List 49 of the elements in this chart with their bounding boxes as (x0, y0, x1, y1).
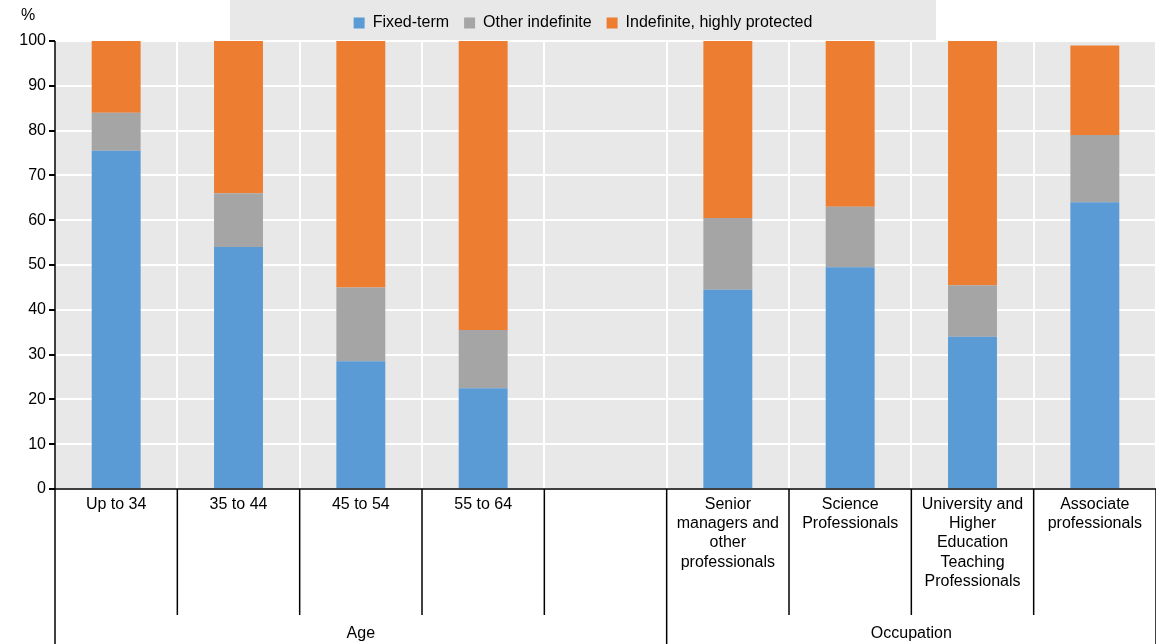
y-tick-label: 40 (28, 300, 47, 318)
bar (703, 41, 753, 218)
y-tick-label: 20 (28, 389, 47, 407)
y-tick-label: 60 (28, 210, 47, 228)
bar (825, 41, 875, 207)
bar (948, 336, 997, 488)
bar (1070, 202, 1120, 488)
y-tick-label: 90 (28, 76, 47, 94)
x-tick-label: 35 to 44 (209, 495, 268, 513)
x-tick-label: 45 to 54 (331, 495, 390, 513)
bar (948, 41, 997, 286)
text: Age (346, 624, 376, 642)
y-tick-label: 50 (28, 255, 47, 273)
legend-label: Other indefinite (483, 13, 592, 31)
bar (91, 112, 141, 151)
bar (336, 287, 386, 362)
x-tick-label: Senior managers and other professionals (676, 495, 779, 570)
bar (458, 329, 508, 389)
bar (458, 41, 508, 330)
y-tick-label: 30 (28, 345, 47, 363)
y-axis-title: % (20, 6, 36, 24)
y-tick-label: 100 (19, 31, 47, 49)
bar (91, 150, 141, 488)
x-tick-label: Up to 34 (85, 495, 147, 513)
legend-label: Fixed-term (372, 13, 450, 31)
text: Occupation (870, 624, 952, 642)
legend-label: Indefinite, highly protected (625, 13, 813, 31)
bar (336, 41, 386, 288)
y-tick-label: 0 (37, 479, 47, 497)
y-tick-label: 70 (28, 165, 47, 183)
bar (458, 388, 508, 488)
bar (214, 247, 263, 488)
y-tick-label: 10 (28, 434, 47, 452)
bar (91, 41, 141, 113)
bar (703, 289, 753, 488)
bar (703, 217, 753, 290)
bar (1070, 135, 1120, 203)
x-tick-label: University and Higher Education Teaching Professionals (921, 495, 1024, 589)
bar (214, 193, 263, 248)
x-tick-label: Associate professionals (1047, 495, 1142, 532)
bar (336, 361, 386, 488)
bar (1070, 45, 1120, 136)
bar (825, 267, 875, 488)
bar (214, 41, 263, 194)
x-tick-label: 55 to 64 (454, 495, 513, 513)
bar (825, 206, 875, 268)
bar (948, 285, 997, 337)
y-tick-label: 80 (28, 121, 47, 139)
x-tick-label: Science Professionals (802, 495, 899, 532)
